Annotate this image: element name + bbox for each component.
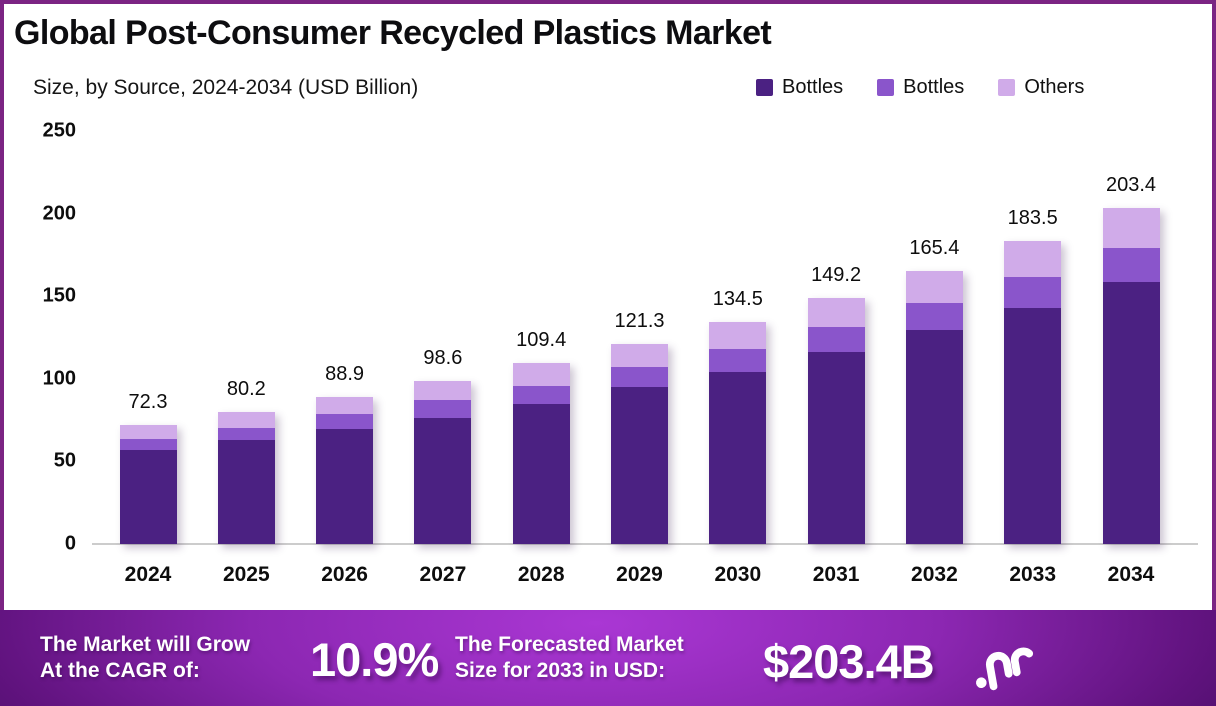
bar-2033: [1004, 241, 1062, 544]
value-label-2027: 98.6: [423, 347, 463, 370]
bar-segment-bottles-2032: [905, 302, 963, 331]
year-label-2024: 2024: [124, 563, 172, 586]
bar-2028: [512, 363, 570, 544]
forecast-value: $203.4B: [763, 635, 935, 688]
bar-segment-bottles-2034: [1102, 281, 1160, 544]
page-title: Global Post-Consumer Recycled Plastics M…: [14, 14, 772, 52]
legend-item: Bottles: [756, 76, 843, 99]
year-label-2028: 2028: [517, 563, 565, 586]
bar-2026: [316, 397, 374, 544]
bar-segment-others-2034: [1102, 208, 1160, 249]
bar-segment-bottles-2034: [1102, 248, 1160, 282]
bar-segment-bottles-2025: [217, 439, 275, 544]
bar-segment-bottles-2033: [1004, 276, 1062, 308]
value-label-2024: 72.3: [128, 390, 168, 413]
bar-segment-bottles-2028: [512, 403, 570, 544]
legend-label: Others: [1024, 76, 1085, 98]
legend-label: Bottles: [903, 76, 965, 98]
value-label-2033: 183.5: [1007, 207, 1058, 230]
bar-segment-others-2032: [905, 270, 963, 303]
bar-segment-bottles-2025: [217, 427, 275, 440]
forecast-label: The Forecasted Market Size for 2033 in U…: [455, 632, 684, 684]
y-tick-label: 200: [42, 202, 76, 225]
value-label-2026: 88.9: [325, 363, 365, 386]
bar-segment-others-2027: [414, 381, 472, 400]
x-axis-line: [92, 543, 1198, 545]
forecast-label-line1: The Forecasted Market: [455, 633, 684, 656]
bar-segment-bottles-2029: [611, 367, 668, 388]
legend: Bottles Bottles Others: [756, 76, 1084, 99]
bar-segment-bottles-2026: [316, 428, 374, 544]
bar-segment-bottles-2028: [512, 385, 570, 404]
chart-subtitle: Size, by Source, 2024-2034 (USD Billion): [33, 76, 419, 99]
bar-segment-bottles-2024: [119, 439, 177, 450]
bar-segment-others-2028: [512, 363, 570, 386]
bar-segment-others-2029: [611, 343, 668, 368]
bar-segment-bottles-2030: [709, 371, 767, 544]
bar-2034: [1102, 208, 1160, 544]
bar-segment-others-2033: [1004, 241, 1062, 277]
value-label-2028: 109.4: [516, 329, 567, 352]
bar-2032: [905, 270, 963, 544]
legend-label: Bottles: [782, 76, 844, 98]
y-tick-label: 150: [42, 284, 76, 307]
year-label-2025: 2025: [222, 563, 270, 586]
year-label-2030: 2030: [714, 563, 762, 586]
y-tick-label: 250: [42, 119, 76, 142]
bar-segment-bottles-2032: [905, 330, 963, 544]
year-label-2034: 2034: [1107, 563, 1155, 586]
year-label-2033: 2033: [1009, 563, 1057, 586]
bar-segment-bottles-2031: [807, 327, 865, 352]
cagr-label-line2: At the CAGR of:: [40, 659, 200, 682]
bar-segment-bottles-2031: [807, 351, 865, 544]
y-tick-label: 100: [42, 367, 76, 390]
bar-2024: [119, 424, 177, 544]
market-us-logo-mark: [976, 647, 1034, 691]
legend-swatch: [998, 79, 1016, 96]
year-label-2029: 2029: [616, 563, 663, 586]
bar-2031: [807, 297, 865, 544]
bar-2025: [217, 411, 275, 544]
bar-segment-others-2030: [709, 321, 767, 349]
bar-segment-bottles-2033: [1004, 307, 1062, 544]
year-label-2026: 2026: [321, 563, 368, 586]
bar-segment-bottles-2030: [709, 348, 767, 372]
frame-border-top: [0, 0, 1216, 4]
forecast-label-line2: Size for 2033 in USD:: [455, 659, 666, 682]
bar-segment-bottles-2027: [414, 417, 472, 544]
bar-segment-others-2024: [119, 424, 177, 440]
legend-item: Others: [998, 76, 1084, 99]
bar-segment-others-2025: [217, 411, 275, 428]
value-label-2025: 80.2: [226, 377, 266, 400]
cagr-value: 10.9%: [310, 633, 439, 686]
bar-segment-bottles-2029: [611, 387, 668, 544]
footer-banner: The Market will Grow At the CAGR of: 10.…: [0, 610, 1216, 706]
bar-2027: [414, 381, 472, 544]
frame-border-right: [1212, 0, 1216, 610]
value-label-2034: 203.4: [1105, 174, 1157, 197]
bar-segment-others-2031: [807, 297, 865, 328]
bar-segment-bottles-2024: [119, 449, 177, 544]
bar-segment-bottles-2026: [316, 414, 374, 429]
bar-2029: [611, 343, 668, 544]
value-label-2029: 121.3: [614, 309, 665, 332]
legend-item: Bottles: [877, 76, 964, 99]
value-label-2030: 134.5: [712, 287, 763, 310]
value-label-2031: 149.2: [811, 263, 862, 286]
frame-border-left: [0, 0, 4, 610]
bar-2030: [709, 321, 767, 544]
bar-segment-bottles-2027: [414, 399, 472, 418]
cagr-label-line1: The Market will Grow: [40, 633, 251, 656]
year-label-2031: 2031: [812, 563, 860, 586]
y-tick-label: 0: [64, 532, 76, 555]
legend-swatch: [877, 79, 895, 96]
year-label-2027: 2027: [419, 563, 467, 586]
cagr-label: The Market will Grow At the CAGR of:: [40, 632, 250, 684]
legend-swatch: [756, 79, 773, 96]
y-tick-label: 50: [53, 449, 76, 472]
year-label-2032: 2032: [911, 563, 958, 586]
value-label-2032: 165.4: [909, 236, 960, 259]
bar-segment-others-2026: [316, 397, 374, 415]
